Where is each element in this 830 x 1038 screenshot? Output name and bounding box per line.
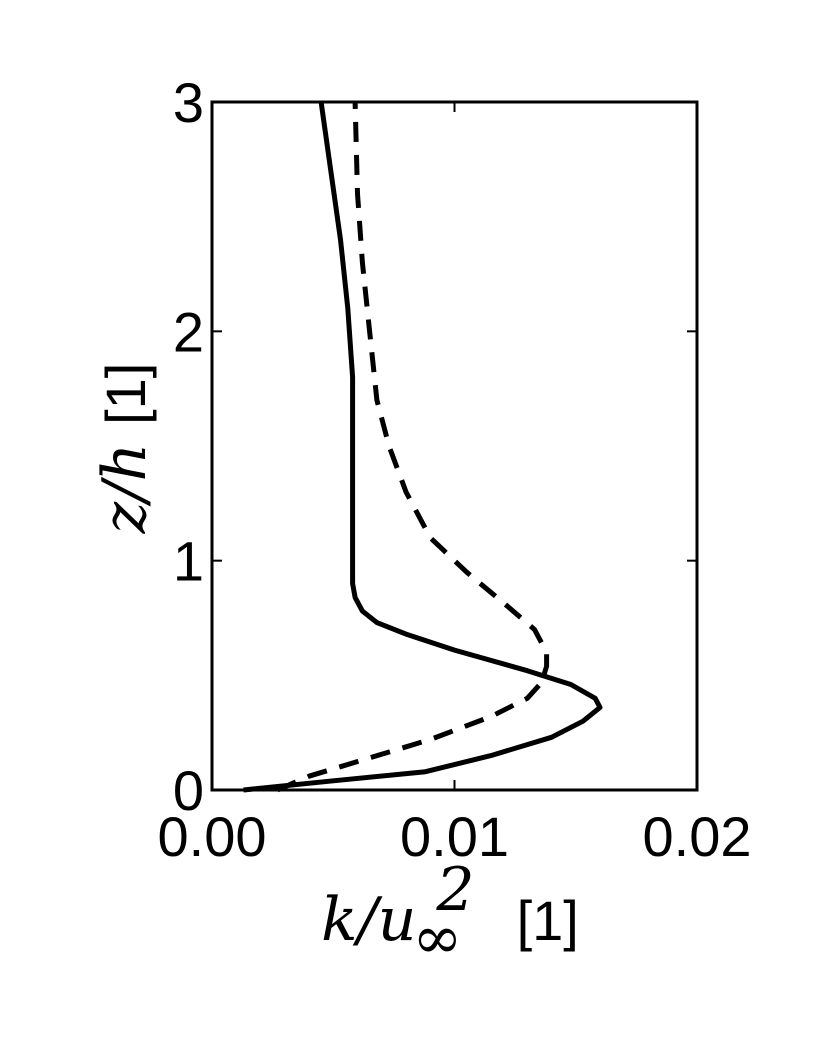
tick-labels-group: 0.00 0.01 0.02 0 1 2 3 (158, 71, 752, 868)
y-tick-label: 2 (173, 300, 204, 363)
y-axis-label: z/h[1] (90, 363, 160, 535)
y-tick-label: 0 (173, 759, 204, 822)
x-axis-label: k/u∞2 [1] (321, 855, 579, 973)
x-tick-label: 0.02 (643, 805, 752, 868)
y-tick-label: 3 (173, 71, 204, 134)
series-line-solid (243, 101, 603, 793)
plot-area (210, 100, 699, 792)
ticks-group (211, 101, 698, 791)
plot-frame (210, 100, 699, 792)
series-group (243, 101, 603, 793)
y-tick-label: 1 (173, 530, 204, 593)
x-tick-label: 0.00 (158, 805, 267, 868)
x-tick-label: 0.01 (400, 805, 509, 868)
series-line-dashed (276, 101, 550, 793)
